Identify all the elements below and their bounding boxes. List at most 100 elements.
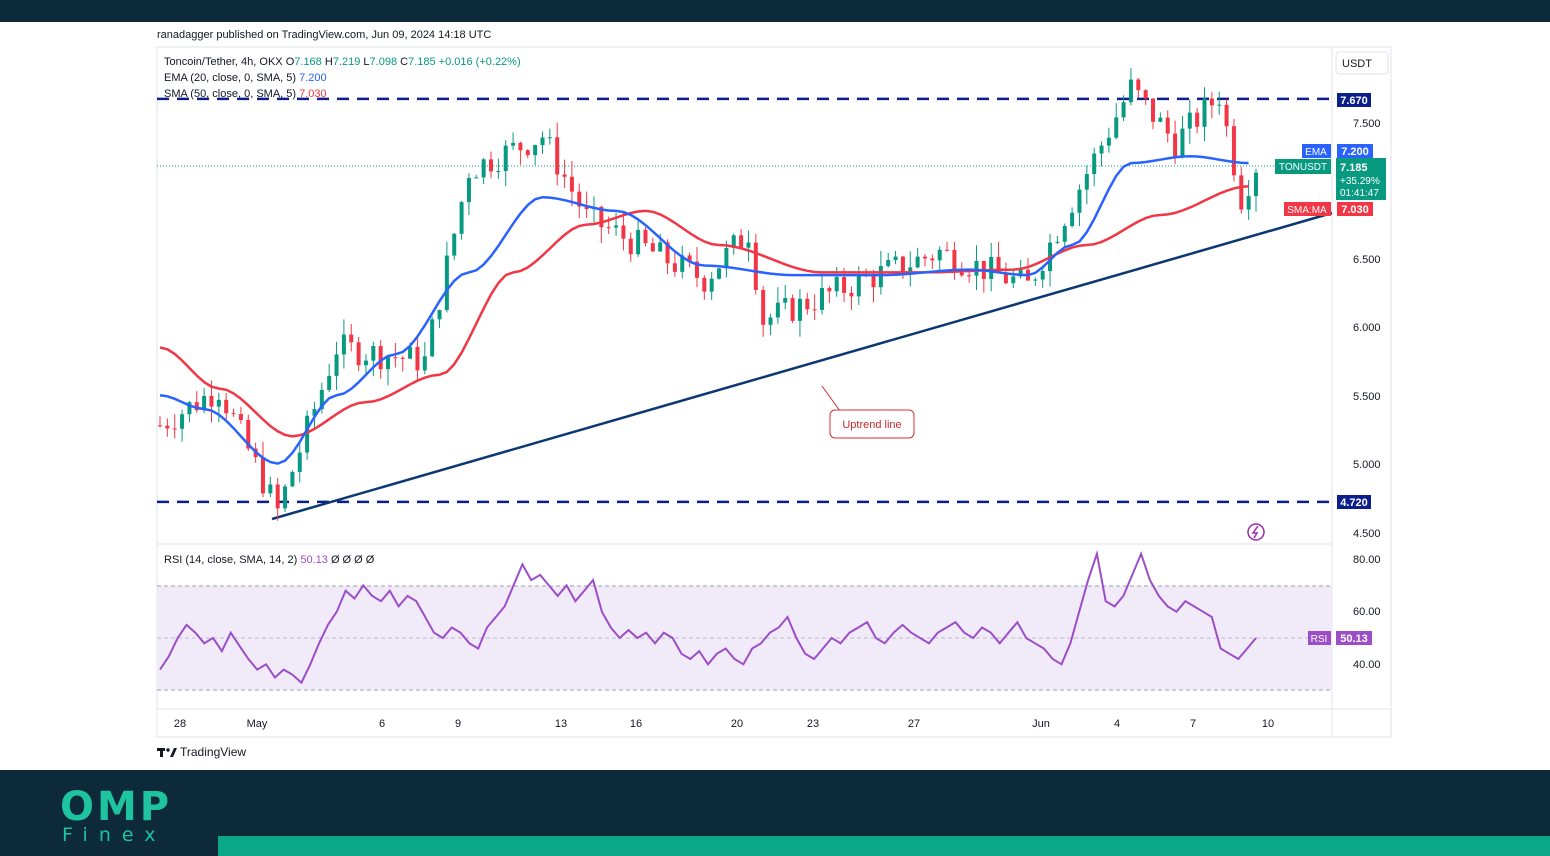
candle-body: [246, 419, 251, 449]
candle-body: [569, 176, 574, 192]
rsi-band: [157, 586, 1332, 690]
ticker-tag: [1275, 159, 1331, 174]
resistance-tag-label: 7.670: [1340, 95, 1368, 107]
candle-body: [1011, 276, 1016, 284]
tradingview-logo[interactable]: TradingView: [157, 745, 246, 759]
candle-body: [739, 235, 744, 248]
candle-body: [761, 289, 766, 325]
candle-body: [768, 317, 773, 325]
last-price-label: 7.185: [1340, 162, 1368, 174]
candle-body: [989, 256, 994, 279]
x-tick: 9: [455, 718, 461, 730]
rsi-legend: RSI (14, close, SMA, 14, 2) 50.13 Ø Ø Ø …: [164, 554, 375, 566]
candle-body: [503, 145, 508, 172]
lightning-icon[interactable]: [1247, 523, 1265, 541]
currency-button[interactable]: [1335, 51, 1389, 75]
candle-body: [1143, 90, 1148, 99]
candle-body: [1202, 98, 1207, 127]
candle-body: [621, 225, 626, 239]
candle-body: [1231, 126, 1236, 176]
top-bar: [0, 0, 1550, 22]
candle-body: [275, 484, 280, 509]
candle-body: [283, 486, 288, 509]
candle-body: [584, 206, 589, 210]
candle-body: [268, 484, 273, 494]
candle-body: [636, 229, 641, 255]
callout-pointer: [821, 385, 841, 412]
rsi-side-tag-label: RSI: [1311, 634, 1328, 645]
candle-body: [1106, 137, 1111, 146]
resistance-tag: [1337, 93, 1371, 107]
candle-body: [400, 357, 405, 359]
candle-body: [945, 249, 950, 251]
candle-body: [658, 242, 663, 252]
y-tick: 6.000: [1353, 322, 1381, 334]
candle-body: [974, 260, 979, 276]
candle-body: [444, 255, 449, 310]
x-tick: 28: [174, 718, 186, 730]
last-price-pct: +35.29%: [1340, 176, 1380, 187]
candle-body: [165, 425, 170, 429]
rsi-value-label: 50.13: [1340, 633, 1368, 645]
rsi-value-tag: [1336, 631, 1372, 645]
candle-body: [562, 174, 567, 177]
candle-body: [511, 142, 516, 146]
candle-body: [834, 277, 839, 292]
candle-body: [1239, 175, 1244, 210]
candle-body: [533, 145, 538, 156]
y-tick: 5.500: [1353, 391, 1381, 403]
candle-body: [959, 272, 964, 276]
candle-body: [363, 360, 368, 366]
candle-body: [797, 298, 802, 321]
candle-body: [1173, 133, 1178, 158]
candle-body: [577, 191, 582, 207]
candle-body: [202, 395, 207, 411]
y-tick: 7.500: [1353, 118, 1381, 130]
support-tag-label: 4.720: [1340, 497, 1368, 509]
candle-body: [1217, 104, 1222, 106]
candle-body: [827, 288, 832, 292]
candle-body: [393, 357, 398, 359]
rsi-y-tick: 80.00: [1353, 554, 1381, 566]
y-tick: 6.500: [1353, 254, 1381, 266]
candle-body: [937, 249, 942, 261]
candle-body: [466, 178, 471, 203]
candle-body: [680, 255, 685, 272]
x-tick: Jun: [1032, 718, 1050, 730]
candle-body: [886, 260, 891, 267]
candle-body: [194, 402, 199, 411]
candle-body: [305, 415, 310, 453]
candle-body: [356, 342, 361, 366]
candle-body: [1114, 117, 1119, 138]
candle-body: [1246, 196, 1251, 210]
candle-body: [1003, 272, 1008, 284]
candle-body: [599, 206, 604, 228]
candle-body: [231, 413, 236, 415]
candle-body: [297, 452, 302, 472]
candle-body: [996, 256, 1001, 273]
candle-body: [408, 346, 413, 359]
x-tick: 13: [555, 718, 567, 730]
candle-body: [238, 414, 243, 420]
candle-body: [812, 309, 817, 311]
chart-frame: [156, 46, 1392, 738]
ema-value-tag: [1337, 144, 1373, 158]
uptrend-callout-label: Uptrend line: [842, 419, 901, 431]
candle-body: [1070, 212, 1075, 226]
candle-body: [731, 235, 736, 249]
chart-svg[interactable]: Toncoin/Tether, 4h, OKX O7.168 H7.219 L7…: [0, 0, 1550, 770]
candle-body: [1040, 271, 1045, 280]
legend-symbol: Toncoin/Tether, 4h, OKX O7.168 H7.219 L7…: [164, 56, 521, 68]
sma-side-tag: [1284, 202, 1331, 216]
lightning-icon-bolt: [1251, 525, 1259, 539]
candle-body: [820, 288, 825, 310]
candle-body: [805, 298, 810, 310]
candle-body: [1254, 172, 1258, 197]
candle-body: [224, 399, 229, 414]
candle-body: [1224, 104, 1229, 127]
candle-body: [665, 242, 670, 264]
ema-side-tag-label: EMA: [1305, 147, 1327, 158]
candle-body: [1055, 241, 1060, 243]
candle-body: [1033, 279, 1038, 281]
candle-body: [900, 256, 905, 274]
